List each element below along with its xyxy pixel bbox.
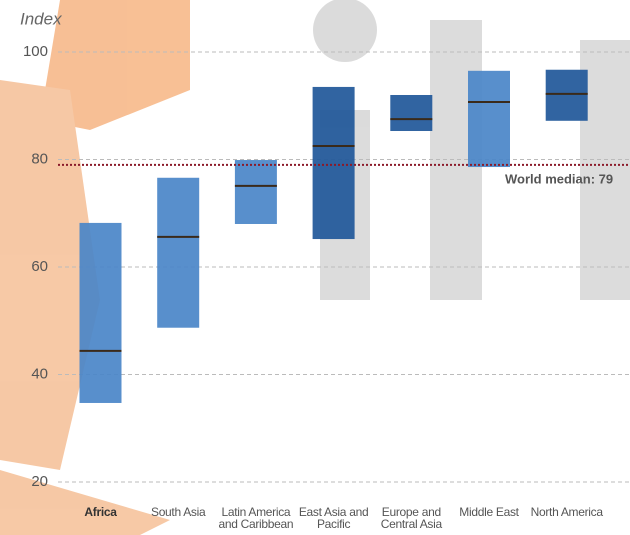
y-axis-label: Index <box>20 9 62 28</box>
range-bar <box>234 160 277 224</box>
x-tick-label: East Asia and Pacific <box>298 505 369 531</box>
x-tick-label: North America <box>530 505 603 519</box>
y-tick-label: 100 <box>23 43 48 60</box>
y-tick-label: 40 <box>31 365 48 382</box>
range-bar <box>79 222 122 403</box>
y-tick-label: 60 <box>31 258 48 275</box>
x-tick-label: Middle East <box>459 505 519 519</box>
range-bar <box>157 177 200 328</box>
reference-label: World median: 79 <box>505 171 613 186</box>
range-bar <box>468 70 510 168</box>
y-tick-label: 20 <box>31 473 48 490</box>
x-tick-label: South Asia <box>150 505 206 519</box>
x-tick-label: Europe and Central Asia <box>380 505 442 531</box>
x-tick-label: Latin America and Caribbean <box>218 505 294 531</box>
y-tick-label: 80 <box>31 150 48 167</box>
range-bar <box>545 69 588 121</box>
range-bar <box>390 94 433 132</box>
range-bar <box>312 86 355 240</box>
x-tick-label: Africa <box>84 505 117 519</box>
